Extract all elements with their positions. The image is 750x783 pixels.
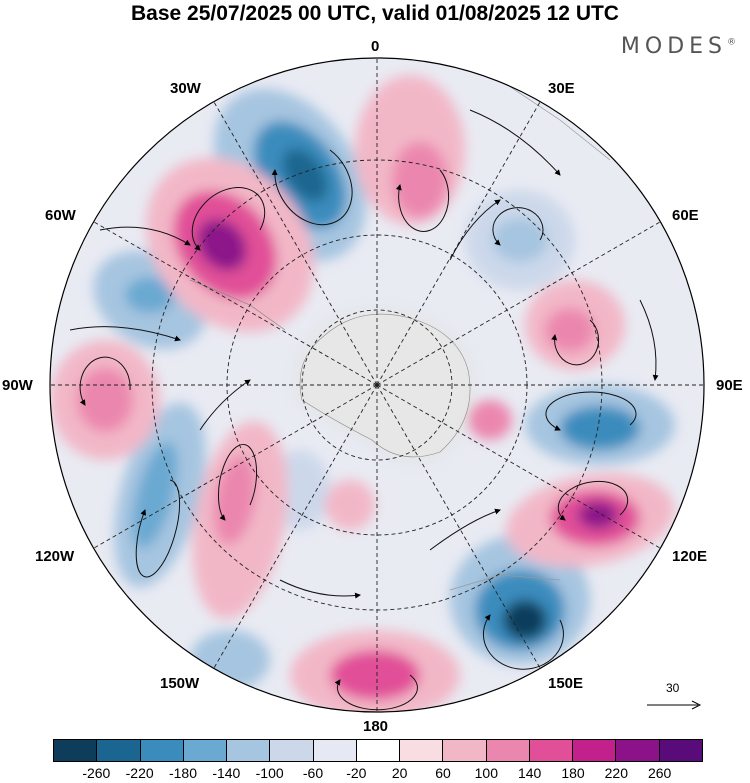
colorbar-segment — [96, 740, 140, 761]
colorbar-tick-label: -260 — [82, 765, 111, 781]
anomaly-negative — [503, 600, 547, 640]
streamline-vortex — [218, 443, 258, 521]
antarctic-peninsula — [189, 279, 286, 331]
colorbar-tick-label: -20 — [346, 765, 367, 781]
lon-label-150w: 150W — [160, 675, 200, 692]
colorbar-tick-label: -140 — [212, 765, 241, 781]
lon-label-30e: 30E — [548, 80, 575, 97]
colorbar-segment — [442, 740, 486, 761]
colorbar-tick-label: 20 — [391, 765, 408, 781]
streamline-vortex — [334, 674, 418, 711]
lon-label-90e: 90E — [716, 377, 743, 394]
map-boundary — [49, 57, 705, 713]
streamline — [99, 226, 191, 246]
vector-scale: 30 — [646, 681, 702, 711]
anomaly-positive — [468, 400, 512, 440]
anomaly-negative — [125, 277, 175, 313]
streamline-vortex — [551, 319, 600, 366]
anomaly-negative — [560, 406, 640, 450]
streamlines — [69, 109, 659, 711]
colorbar-tick-label: -180 — [168, 765, 198, 781]
lon-label-0: 0 — [371, 38, 380, 55]
lat-lon-grid — [50, 58, 704, 712]
lon-label-150e: 150E — [548, 675, 584, 692]
lon-label-60e: 60E — [672, 207, 699, 224]
colorbar-ticks: -260 -220 -180 -140 -100 -60 -20 20 60 100 140 180 2… — [0, 765, 750, 783]
vector-scale-value: 30 — [666, 681, 680, 695]
colorbar-tick-label: -60 — [302, 765, 324, 781]
colorbar-segment — [615, 740, 659, 761]
streamline-vortex — [395, 169, 450, 232]
anomaly-positive — [545, 308, 595, 352]
anomaly-negative — [282, 148, 328, 202]
colorbar-segment — [182, 740, 227, 761]
colorbar-tick-label: 180 — [561, 765, 585, 781]
colorbar-segment — [355, 740, 400, 761]
anomaly-positive — [578, 501, 618, 529]
streamline-vortex — [483, 614, 564, 670]
streamline — [69, 326, 181, 342]
colorbar-segment — [312, 740, 356, 761]
anomaly-negative — [190, 630, 270, 690]
colorbar-tick-label: 60 — [435, 765, 451, 781]
streamline-vortex — [557, 480, 629, 521]
field-layer — [50, 58, 704, 712]
anomaly-positive — [197, 219, 247, 271]
streamline — [199, 379, 251, 431]
anomaly-negative — [132, 441, 178, 549]
lon-label-180: 180 — [363, 718, 389, 735]
streamline — [449, 199, 501, 261]
vector-scale-arrow — [647, 700, 702, 710]
streamline — [429, 508, 501, 551]
lon-label-120e: 120E — [672, 548, 708, 565]
colorbar-segment — [658, 740, 702, 761]
colorbar — [53, 739, 703, 762]
streamline-vortex — [191, 187, 266, 251]
colorbar-tick-label: 260 — [647, 765, 672, 781]
streamline — [469, 109, 561, 176]
streamline-vortex — [79, 356, 131, 406]
lon-label-120w: 120W — [35, 548, 75, 565]
streamline-vortex — [492, 207, 544, 246]
colorbar-tick-label: 140 — [517, 765, 542, 781]
colorbar-segment — [269, 740, 313, 761]
lon-label-60w: 60W — [45, 207, 76, 224]
streamline-vortex — [545, 391, 637, 431]
brand-name: MODES — [620, 34, 727, 59]
colorbar-tick-label: -220 — [125, 765, 154, 781]
streamline — [279, 579, 361, 599]
new-zealand-coast — [449, 574, 561, 591]
anomaly-positive — [213, 455, 257, 545]
colorbar-segment — [572, 740, 616, 761]
lon-label-30w: 30W — [170, 80, 201, 97]
colorbar-tick-label: 100 — [474, 765, 499, 781]
colorbar-segment — [54, 740, 97, 761]
anomaly-positive — [330, 650, 420, 700]
colorbar-segment — [226, 740, 270, 761]
colorbar-tick-label: -100 — [255, 765, 284, 781]
streamline-vortex — [135, 479, 181, 578]
lon-label-90w: 90W — [2, 377, 33, 394]
brand-logo: MODES® — [621, 34, 736, 59]
colorbar-segment — [528, 740, 573, 761]
colorbar-tick-label: 220 — [604, 765, 629, 781]
colorbar-segment — [485, 740, 529, 761]
brand-registered-mark: ® — [727, 37, 736, 48]
anomaly-positive — [77, 368, 133, 432]
colorbar-segment — [399, 740, 443, 761]
anomaly-positive — [392, 142, 448, 218]
streamline-vortex — [271, 149, 353, 226]
streamline — [639, 299, 659, 381]
anomaly-positive — [325, 480, 375, 530]
anomaly-negative — [492, 218, 548, 262]
map-title: Base 25/07/2025 00 UTC, valid 01/08/2025… — [131, 2, 619, 25]
colorbar-segment — [139, 740, 183, 761]
